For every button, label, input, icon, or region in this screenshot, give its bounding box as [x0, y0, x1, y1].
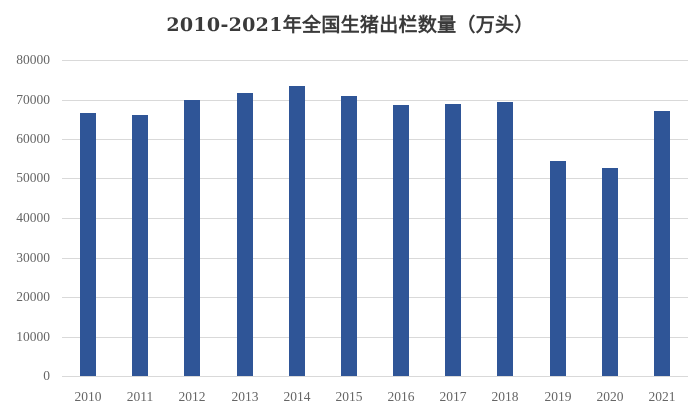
y-tick-label: 50000 — [16, 170, 50, 185]
x-tick-label: 2020 — [596, 389, 624, 404]
x-tick-label: 2011 — [126, 389, 154, 404]
x-tick-label: 2018 — [491, 389, 519, 404]
gridline — [62, 376, 688, 377]
y-tick-label: 0 — [43, 368, 50, 383]
x-tick-label: 2016 — [387, 389, 415, 404]
bar-2013 — [237, 93, 253, 376]
gridline — [62, 60, 688, 61]
y-tick-label: 20000 — [16, 289, 50, 304]
x-tick-label: 2015 — [335, 389, 363, 404]
gridline — [62, 100, 688, 101]
bar-2011 — [132, 115, 148, 376]
gridline — [62, 258, 688, 259]
x-tick-label: 2012 — [178, 389, 206, 404]
bar-2017 — [445, 104, 461, 376]
chart-title: 2010-2021年全国生猪出栏数量（万头） — [166, 14, 534, 36]
y-tick-label: 40000 — [16, 210, 50, 225]
x-tick-label: 2013 — [231, 389, 259, 404]
bar-2012 — [184, 100, 200, 376]
x-tick-label: 2019 — [544, 389, 572, 404]
gridline — [62, 178, 688, 179]
bar-2016 — [393, 105, 409, 376]
y-tick-label: 80000 — [16, 52, 50, 67]
gridline — [62, 297, 688, 298]
x-tick-label: 2014 — [283, 389, 311, 404]
bar-2015 — [341, 96, 357, 376]
gridline — [62, 218, 688, 219]
bar-2021 — [654, 111, 670, 376]
bar-2018 — [497, 102, 513, 376]
gridline — [62, 337, 688, 338]
x-tick-label: 2017 — [439, 389, 467, 404]
bar-2014 — [289, 86, 305, 376]
y-tick-label: 70000 — [16, 92, 50, 107]
y-tick-label: 10000 — [16, 329, 50, 344]
bar-2019 — [550, 161, 566, 376]
y-tick-label: 30000 — [16, 250, 50, 265]
x-tick-label: 2010 — [74, 389, 102, 404]
y-tick-label: 60000 — [16, 131, 50, 146]
x-tick-label: 2021 — [648, 389, 676, 404]
bar-2020 — [602, 168, 618, 376]
gridline — [62, 139, 688, 140]
bar-2010 — [80, 113, 96, 376]
